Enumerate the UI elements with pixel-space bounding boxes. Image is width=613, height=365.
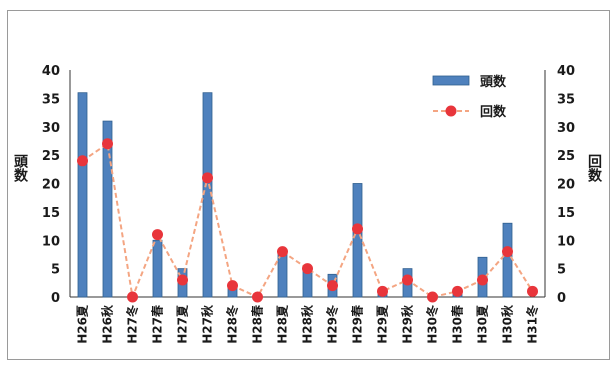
legend-line-marker [445,105,457,117]
right-tick-label: 5 [557,263,566,278]
left-tick-label: 15 [42,206,60,221]
bar [502,222,513,298]
category-label: H29春 [350,304,365,344]
right-tick-label: 10 [557,234,575,249]
right-tick-label: 25 [557,149,575,164]
left-tick-label: 30 [42,121,60,136]
right-tick-label: 40 [557,64,575,79]
line-point [77,155,88,167]
legend-line-label: 回数 [480,104,507,120]
axes-layer [69,70,546,298]
right-axis-title: 回数 [586,154,602,183]
line-point [377,285,388,297]
category-label: H28秋 [300,304,315,344]
category-label: H28冬 [225,305,240,344]
right-tick-label: 35 [557,92,575,107]
category-label: H27夏 [176,304,190,344]
category-label: H30秋 [500,304,515,344]
category-label: H30春 [450,304,465,344]
category-label: H30冬 [425,305,440,344]
right-tick-label: 30 [557,121,575,136]
right-tick-label: 0 [557,291,566,306]
line-point [227,280,238,292]
category-label: H31冬 [525,305,540,344]
category-label: H29冬 [325,305,340,344]
line-point [252,291,263,303]
left-tick-label: 0 [51,291,60,306]
category-label: H30夏 [476,304,490,344]
category-label: H27秋 [200,304,215,344]
line-point [402,274,413,286]
line-point [327,280,338,292]
category-label: H28夏 [276,304,290,344]
line-point [502,246,513,258]
left-tick-label: 10 [42,234,60,249]
left-tick-label: 5 [51,263,60,278]
category-label: H29秋 [400,304,415,344]
right-tick-label: 20 [557,178,575,193]
line-point [452,285,463,297]
line-point [527,285,538,297]
category-label: H29夏 [376,304,390,344]
line-point [202,172,213,184]
line-point [127,291,138,303]
line-point [427,291,438,303]
left-tick-label: 20 [42,178,60,193]
right-tick-label: 15 [557,206,575,221]
bar-series [77,92,513,298]
left-tick-labels: 0 5 10 15 20 25 30 35 40 [42,64,60,306]
category-label: H26夏 [76,304,90,344]
bar [152,239,163,298]
right-tick-labels: 0 5 10 15 20 25 30 35 40 [557,64,575,306]
left-tick-label: 25 [42,149,60,164]
category-label: H27冬 [125,305,140,344]
legend-bar-label: 頭数 [480,74,507,90]
bar [102,120,113,298]
bar [352,183,363,298]
line-point [352,223,363,235]
bar [77,92,88,298]
line-series [77,138,538,303]
line-point [302,263,313,275]
legend-bar-swatch [432,75,470,86]
line-point [152,229,163,241]
category-label: H27春 [150,304,165,344]
left-tick-label: 40 [42,64,60,79]
line-point [102,138,113,150]
category-label: H26秋 [100,304,115,344]
left-tick-label: 35 [42,92,60,107]
line-point [477,274,488,286]
line-point [177,274,188,286]
left-axis-title: 頭数 [12,154,28,183]
axis-titles: 頭数 回数 [12,154,602,183]
line-point [277,246,288,258]
category-label: H28春 [250,304,265,344]
category-labels: H26夏 H26秋 H27冬 H27春 H27夏 H27秋 H28冬 H28春 H28夏 H28秋… [76,304,540,344]
